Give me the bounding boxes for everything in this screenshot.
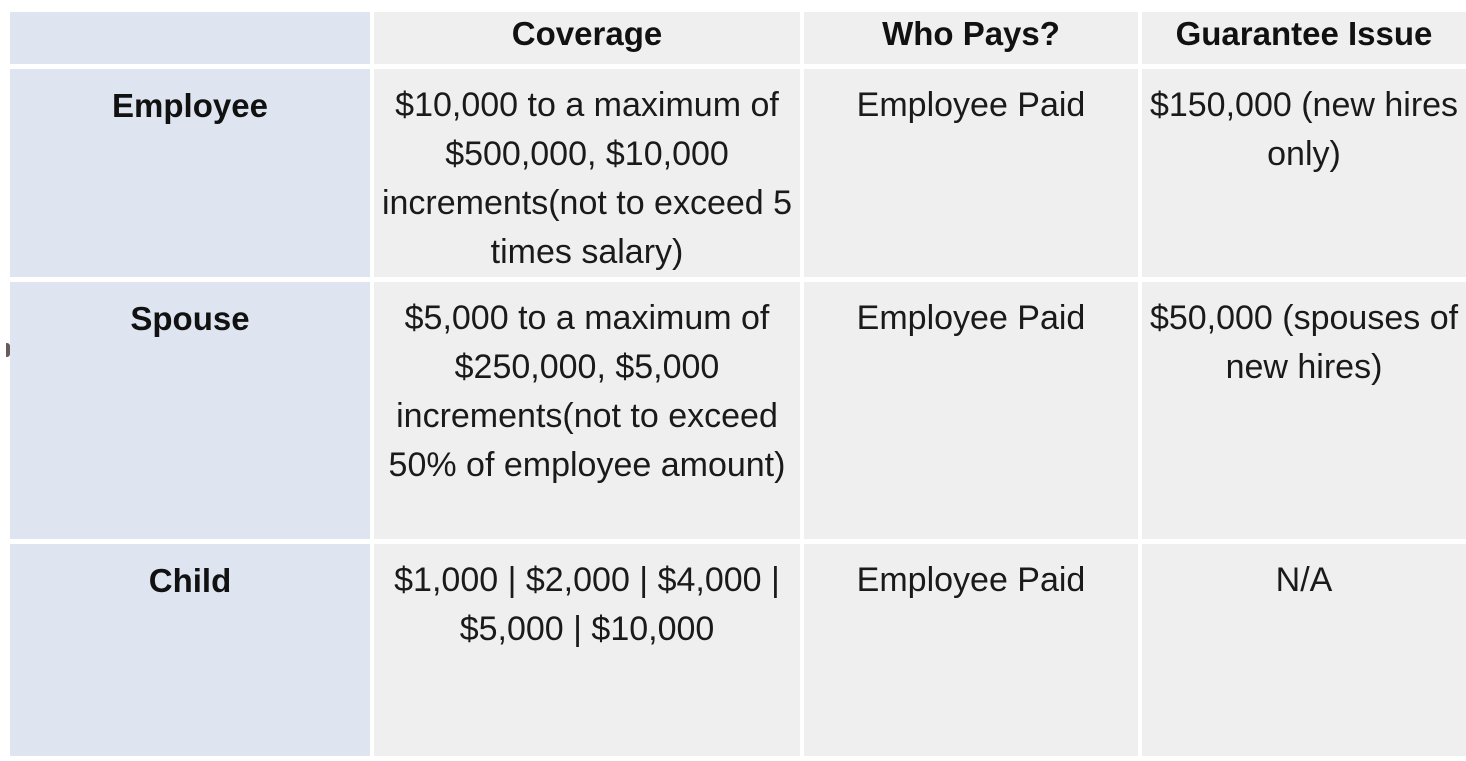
row-label-spouse: Spouse: [10, 282, 370, 539]
header-corner-cell: [10, 12, 370, 64]
row-label-employee: Employee: [10, 69, 370, 277]
who-pays-cell: Employee Paid: [804, 69, 1138, 277]
left-edge-marker: [6, 343, 10, 357]
header-guarantee-issue: Guarantee Issue: [1142, 12, 1466, 64]
who-pays-text: Employee Paid: [856, 86, 1086, 124]
coverage-text: $1,000 | $2,000 | $4,000 | $5,000 | $10,…: [394, 561, 780, 648]
who-pays-cell: Employee Paid: [804, 544, 1138, 756]
coverage-cell: $10,000 to a maximum of $500,000, $10,00…: [374, 69, 800, 277]
header-row: Coverage Who Pays? Guarantee Issue: [10, 12, 1466, 64]
coverage-cell: $1,000 | $2,000 | $4,000 | $5,000 | $10,…: [374, 544, 800, 756]
benefits-table-container: Coverage Who Pays? Guarantee Issue Emplo…: [10, 12, 1466, 756]
life-insurance-coverage-table: Coverage Who Pays? Guarantee Issue Emplo…: [6, 7, 1466, 761]
who-pays-cell: Employee Paid: [804, 282, 1138, 539]
table-row: Employee $10,000 to a maximum of $500,00…: [10, 69, 1466, 277]
coverage-text: $10,000 to a maximum of $500,000, $10,00…: [381, 86, 793, 271]
guarantee-issue-text: N/A: [1275, 561, 1333, 599]
guarantee-issue-cell: $150,000 (new hires only): [1142, 69, 1466, 277]
table-row: Spouse $5,000 to a maximum of $250,000, …: [10, 282, 1466, 539]
guarantee-issue-cell: N/A: [1142, 544, 1466, 756]
coverage-cell: $5,000 to a maximum of $250,000, $5,000 …: [374, 282, 800, 539]
table-row: Child $1,000 | $2,000 | $4,000 | $5,000 …: [10, 544, 1466, 756]
header-coverage: Coverage: [374, 12, 800, 64]
who-pays-text: Employee Paid: [856, 299, 1086, 337]
guarantee-issue-text: $150,000 (new hires only): [1149, 86, 1459, 173]
who-pays-text: Employee Paid: [856, 561, 1086, 599]
row-label-child: Child: [10, 544, 370, 756]
header-who-pays: Who Pays?: [804, 12, 1138, 64]
guarantee-issue-cell: $50,000 (spouses of new hires): [1142, 282, 1466, 539]
coverage-text: $5,000 to a maximum of $250,000, $5,000 …: [388, 299, 786, 484]
guarantee-issue-text: $50,000 (spouses of new hires): [1149, 299, 1459, 386]
